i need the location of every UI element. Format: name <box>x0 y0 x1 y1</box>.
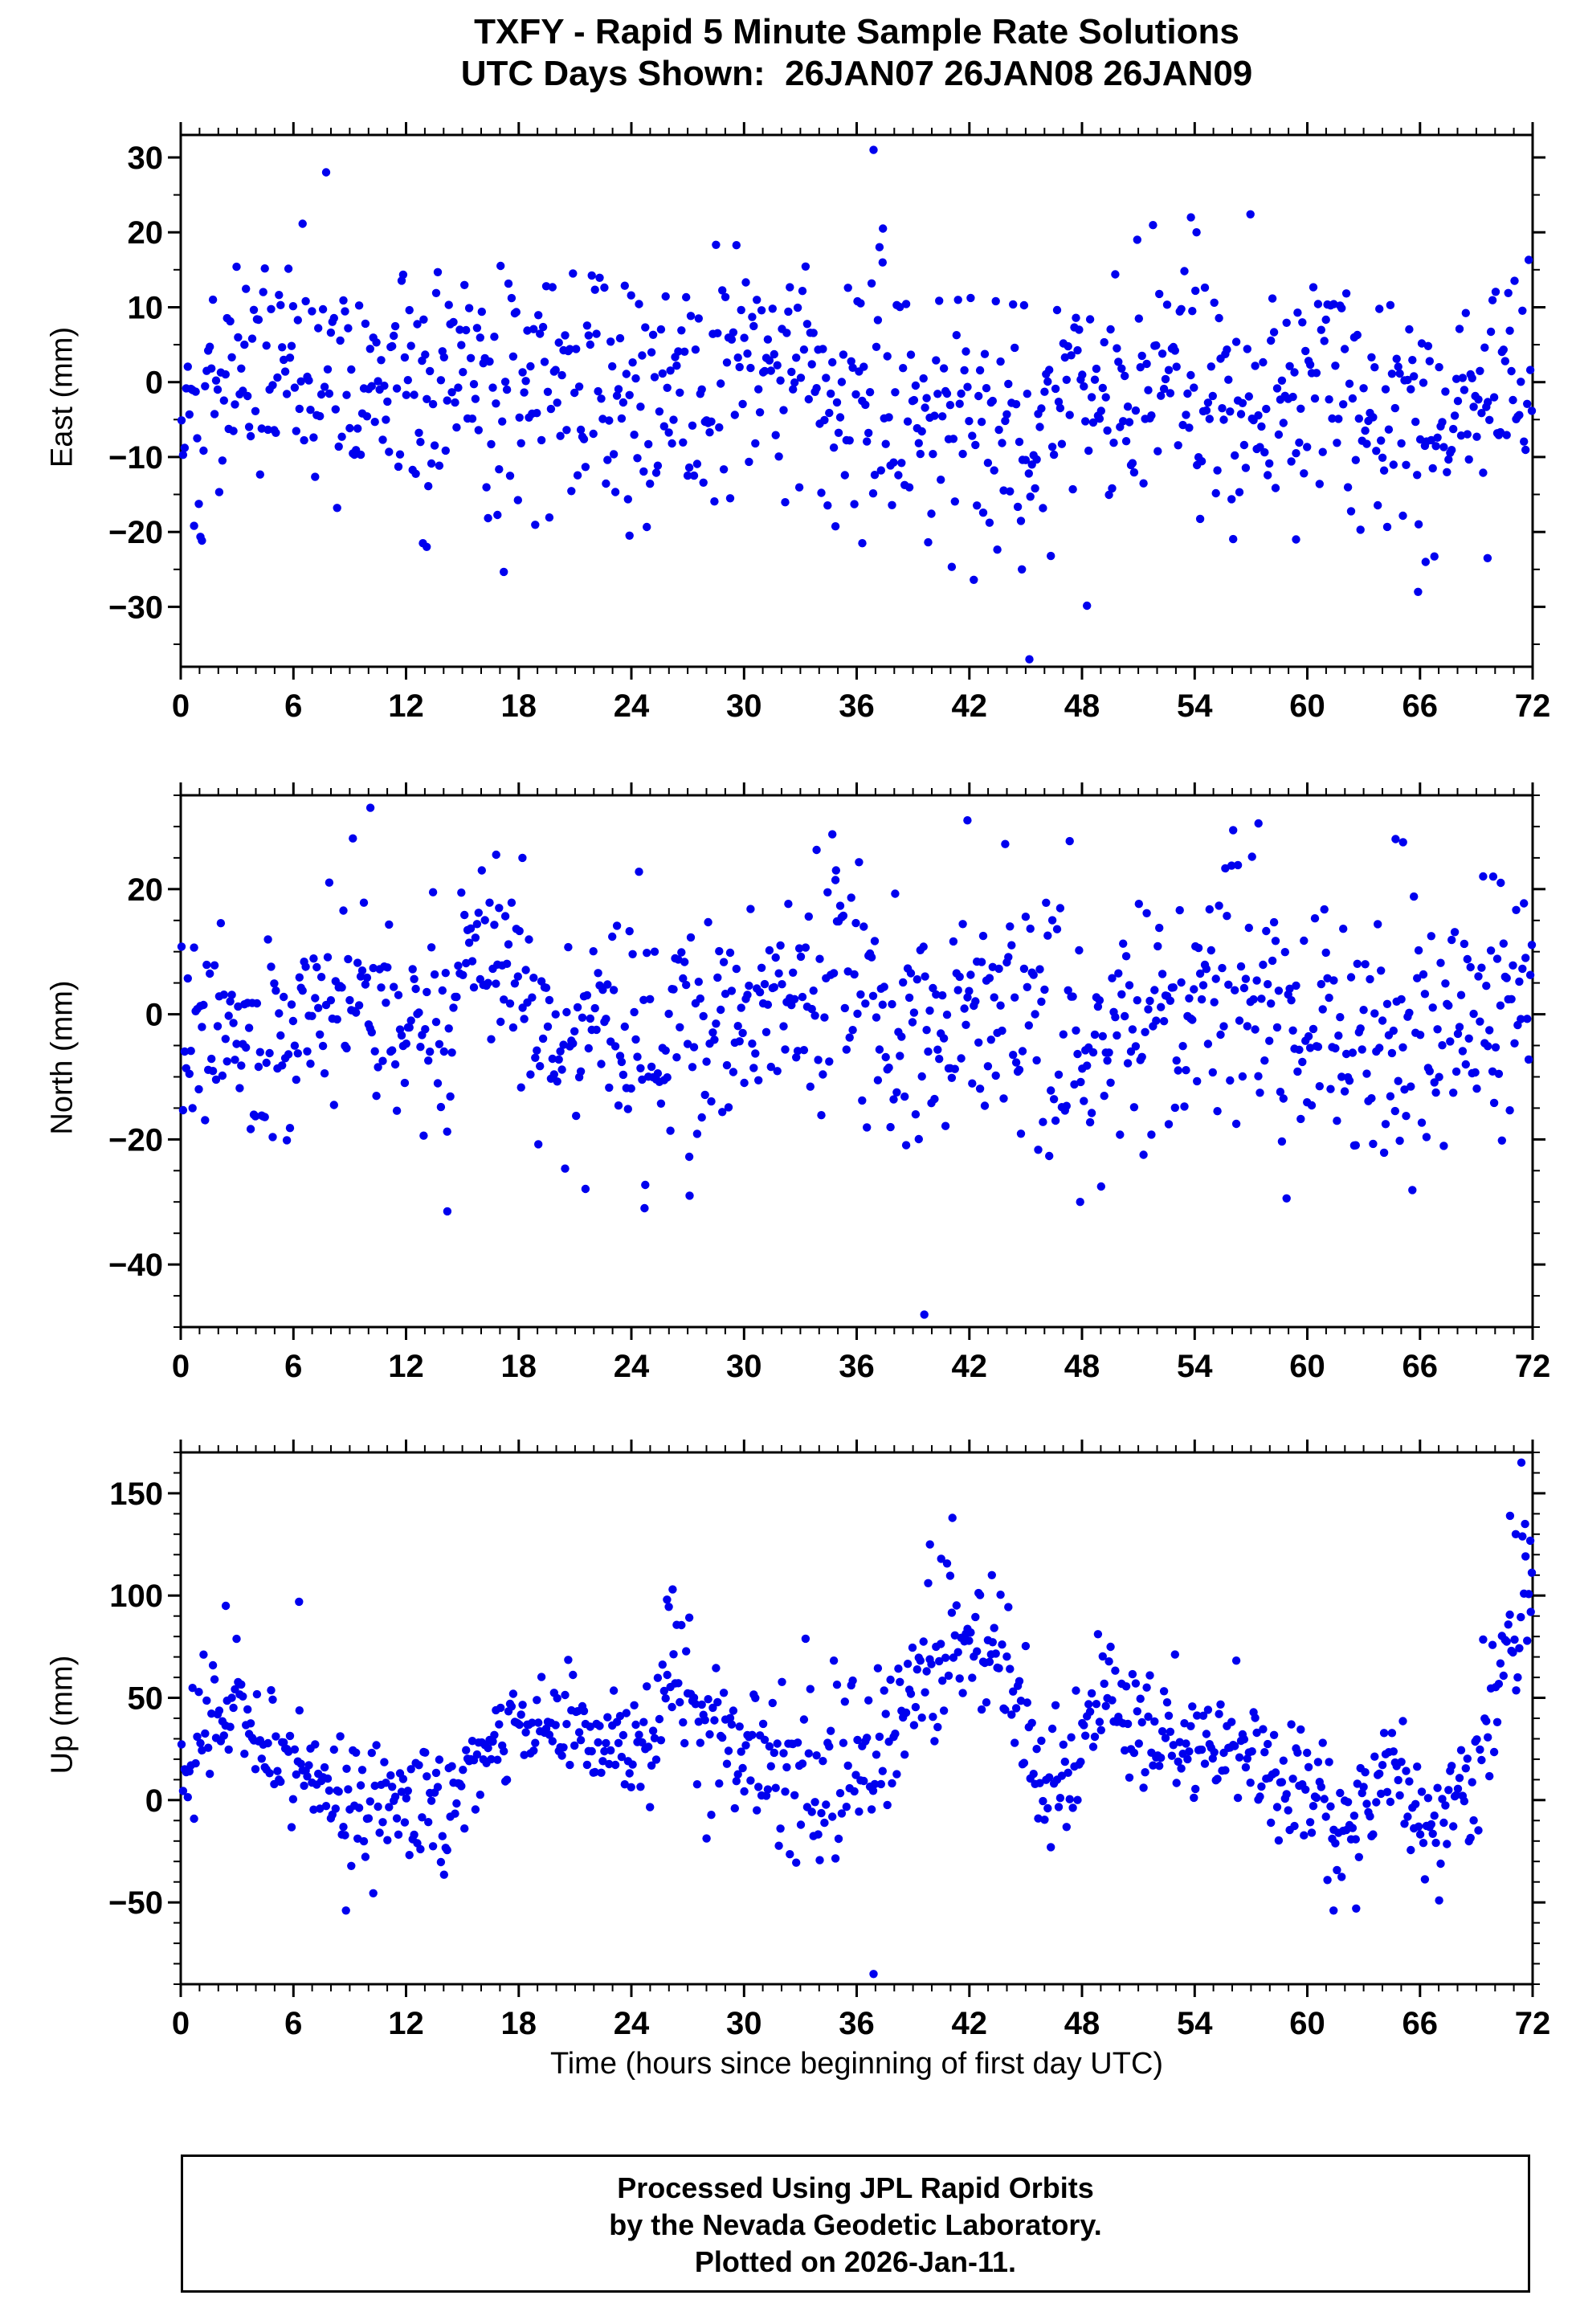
svg-text:0: 0 <box>145 366 163 401</box>
svg-text:6: 6 <box>284 688 302 724</box>
svg-text:10: 10 <box>128 291 164 326</box>
svg-text:0: 0 <box>172 688 190 724</box>
svg-text:60: 60 <box>1289 2006 1325 2041</box>
svg-text:54: 54 <box>1177 2006 1213 2041</box>
chart-title-line2: UTC Days Shown: 26JAN07 26JAN08 26JAN09 <box>460 54 1253 93</box>
svg-text:66: 66 <box>1402 2006 1439 2041</box>
svg-text:48: 48 <box>1064 2006 1100 2041</box>
footer-box: Processed Using JPL Rapid Orbits by the … <box>181 2154 1530 2293</box>
svg-text:72: 72 <box>1515 1349 1551 1384</box>
svg-text:−20: −20 <box>108 515 163 550</box>
svg-text:42: 42 <box>952 688 988 724</box>
svg-text:24: 24 <box>614 1349 650 1384</box>
svg-text:36: 36 <box>839 1349 875 1384</box>
svg-text:−50: −50 <box>108 1885 163 1921</box>
footer-line-2: by the Nevada Geodetic Laboratory. <box>609 2208 1102 2241</box>
svg-text:−30: −30 <box>108 590 163 625</box>
svg-text:18: 18 <box>501 688 537 724</box>
footer-line-1: Processed Using JPL Rapid Orbits <box>617 2171 1094 2204</box>
svg-text:36: 36 <box>839 2006 875 2041</box>
svg-text:100: 100 <box>109 1579 163 1614</box>
svg-text:30: 30 <box>726 2006 762 2041</box>
footer-line-3: Plotted on 2026-Jan-11. <box>694 2245 1017 2278</box>
svg-text:0: 0 <box>145 998 163 1033</box>
svg-text:12: 12 <box>388 1349 424 1384</box>
svg-text:−40: −40 <box>108 1248 163 1283</box>
y-axis-label-east: East (mm) <box>45 326 80 468</box>
svg-text:6: 6 <box>284 1349 302 1384</box>
north-plot-svg: 0 6 12 18 24 30 36 42 48 54 60 66 72 20 0 −20 −40 <box>108 782 1551 1384</box>
svg-text:66: 66 <box>1402 1349 1439 1384</box>
svg-text:30: 30 <box>726 688 762 724</box>
y-axis-label-north: North (mm) <box>45 980 80 1135</box>
svg-text:54: 54 <box>1177 688 1213 724</box>
svg-text:0: 0 <box>172 2006 190 2041</box>
east-plot-svg: 0 6 12 18 24 30 36 42 48 54 60 66 72 30 20 10 0 −10 −20 −30 <box>108 122 1551 724</box>
svg-text:24: 24 <box>614 2006 650 2041</box>
svg-text:36: 36 <box>839 688 875 724</box>
svg-text:0: 0 <box>145 1783 163 1819</box>
up-plot-svg: 0 6 12 18 24 30 36 42 48 54 60 66 72 150 100 50 0 −50 <box>108 1440 1551 2041</box>
svg-text:−20: −20 <box>108 1122 163 1158</box>
svg-text:12: 12 <box>388 688 424 724</box>
svg-text:20: 20 <box>128 872 164 908</box>
svg-text:18: 18 <box>501 1349 537 1384</box>
svg-text:0: 0 <box>172 1349 190 1384</box>
svg-text:18: 18 <box>501 2006 537 2041</box>
svg-text:42: 42 <box>952 2006 988 2041</box>
svg-text:6: 6 <box>284 2006 302 2041</box>
svg-text:72: 72 <box>1515 688 1551 724</box>
svg-text:48: 48 <box>1064 1349 1100 1384</box>
svg-text:12: 12 <box>388 2006 424 2041</box>
svg-text:60: 60 <box>1289 688 1325 724</box>
x-axis-label: Time (hours since beginning of first day… <box>549 2047 1164 2081</box>
svg-text:54: 54 <box>1177 1349 1213 1384</box>
svg-text:150: 150 <box>109 1476 163 1512</box>
y-axis-label-up: Up (mm) <box>45 1655 80 1775</box>
chart-title: TXFY - Rapid 5 Minute Sample Rate Soluti… <box>181 11 1533 95</box>
svg-text:48: 48 <box>1064 688 1100 724</box>
svg-text:24: 24 <box>614 688 650 724</box>
svg-text:30: 30 <box>128 141 164 176</box>
svg-text:50: 50 <box>128 1681 164 1717</box>
svg-text:72: 72 <box>1515 2006 1551 2041</box>
svg-text:20: 20 <box>128 215 164 251</box>
chart-title-line1: TXFY - Rapid 5 Minute Sample Rate Soluti… <box>474 12 1239 51</box>
svg-text:42: 42 <box>952 1349 988 1384</box>
svg-text:30: 30 <box>726 1349 762 1384</box>
svg-text:66: 66 <box>1402 688 1439 724</box>
svg-text:60: 60 <box>1289 1349 1325 1384</box>
svg-text:−10: −10 <box>108 440 163 476</box>
